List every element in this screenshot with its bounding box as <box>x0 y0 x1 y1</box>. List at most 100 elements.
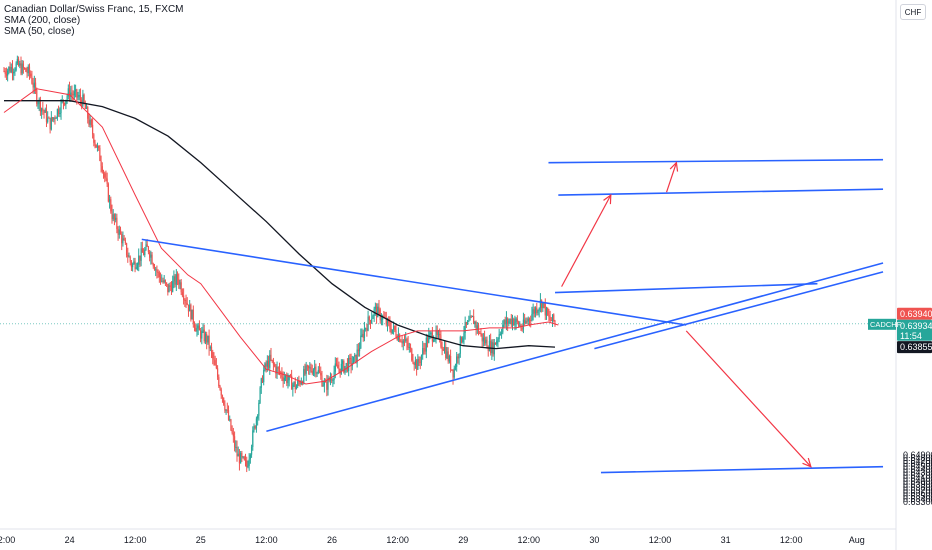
candle-body <box>516 318 518 322</box>
candle-body <box>201 331 203 339</box>
candle-body <box>526 321 528 323</box>
candle-body <box>96 146 99 148</box>
candle-body <box>21 63 23 74</box>
projection-arrows[interactable] <box>561 161 812 468</box>
target-up-1[interactable] <box>558 188 884 196</box>
candle-body <box>417 359 419 370</box>
candle-body <box>378 306 380 310</box>
time-axis[interactable]: 12:00 24 12:00 25 12:00 26 12:00 29 12:00 30 12:00… <box>0 535 865 545</box>
candle-body <box>439 333 441 336</box>
candle-body <box>354 354 356 357</box>
candle-body <box>72 93 74 96</box>
upper-triangle-line[interactable] <box>141 238 687 326</box>
arrow-up-1[interactable] <box>561 193 612 287</box>
candle-body <box>418 359 420 362</box>
candle-body <box>541 300 543 309</box>
candle-body <box>310 367 312 372</box>
candle-body <box>277 367 279 369</box>
candle-body <box>47 117 49 122</box>
candle-body <box>145 244 147 250</box>
candle-body <box>65 99 67 105</box>
candle-body <box>392 325 395 330</box>
candle-body <box>450 355 452 370</box>
candle-body <box>265 363 267 367</box>
candle-body <box>49 117 51 130</box>
candle-body <box>299 381 301 385</box>
candle-body <box>293 381 295 385</box>
breakout-level-1[interactable] <box>555 282 818 294</box>
candle-body <box>416 360 418 370</box>
candle-body <box>219 386 221 390</box>
arrow-down[interactable] <box>685 330 812 468</box>
arrow-up-2[interactable] <box>665 161 679 193</box>
candle-body <box>283 377 285 381</box>
candle-body <box>132 264 134 268</box>
candle-body <box>436 330 438 335</box>
candle-body <box>349 357 351 359</box>
candle-body <box>41 108 43 112</box>
candle-body <box>362 333 364 338</box>
target-down[interactable] <box>600 465 884 474</box>
sma50-legend[interactable]: SMA (50, close) <box>4 26 75 37</box>
candle-body <box>43 110 45 113</box>
candle-body <box>66 96 68 100</box>
candle-body <box>124 240 126 244</box>
sma200-line[interactable] <box>4 100 556 350</box>
arrow-up-1-head <box>603 193 612 205</box>
candle-body <box>270 354 272 360</box>
candle-body <box>51 117 54 120</box>
candle-body <box>424 348 426 352</box>
candle-body <box>187 304 190 312</box>
sma200-legend[interactable]: SMA (200, close) <box>4 15 81 26</box>
sma50-line[interactable] <box>3 88 559 385</box>
candle-body <box>508 321 510 324</box>
candle-body <box>505 318 508 325</box>
candle-body <box>91 124 94 135</box>
candle-body <box>428 334 430 343</box>
candle-body <box>281 372 283 378</box>
candle-body <box>440 335 442 347</box>
candle-body <box>325 381 327 383</box>
candle-body <box>214 360 216 366</box>
price-axis[interactable]: 0.633000.634000.635000.636000.637000.638… <box>903 450 932 507</box>
candle-body <box>365 328 367 330</box>
candle-body <box>394 325 396 331</box>
x-tick-label: 30 <box>589 535 599 545</box>
candle-body <box>479 333 481 335</box>
symbol-title[interactable]: Canadian Dollar/Swiss Franc, 15, FXCM <box>4 4 184 15</box>
candle-body <box>433 340 435 342</box>
candle-body <box>407 343 409 348</box>
candle-body <box>420 355 423 363</box>
candle-body <box>323 381 325 386</box>
candle-body <box>435 330 437 339</box>
trend-lines[interactable] <box>141 158 884 474</box>
candle-body <box>100 160 102 167</box>
candle-body <box>554 321 556 323</box>
candle-body <box>544 302 546 316</box>
candle-body <box>539 300 542 309</box>
candle-body <box>73 91 75 96</box>
candle-body <box>406 339 408 344</box>
arrow-down-head <box>802 457 812 468</box>
lower-parallel-line[interactable] <box>594 271 884 350</box>
candle-body <box>453 368 455 378</box>
candle-body <box>538 308 540 311</box>
candle-body <box>27 66 29 74</box>
lower-triangle-line[interactable] <box>266 262 884 433</box>
candle-body <box>446 351 448 359</box>
candle-body <box>161 280 163 282</box>
candle-body <box>524 319 526 324</box>
candle-body <box>150 254 152 258</box>
candle-body <box>196 328 198 332</box>
candle-body <box>215 365 217 369</box>
candle-body <box>227 410 230 420</box>
candle-body <box>191 309 193 320</box>
target-up-2[interactable] <box>548 158 884 164</box>
currency-label[interactable]: CHF <box>900 4 926 20</box>
candle-body <box>58 109 60 114</box>
